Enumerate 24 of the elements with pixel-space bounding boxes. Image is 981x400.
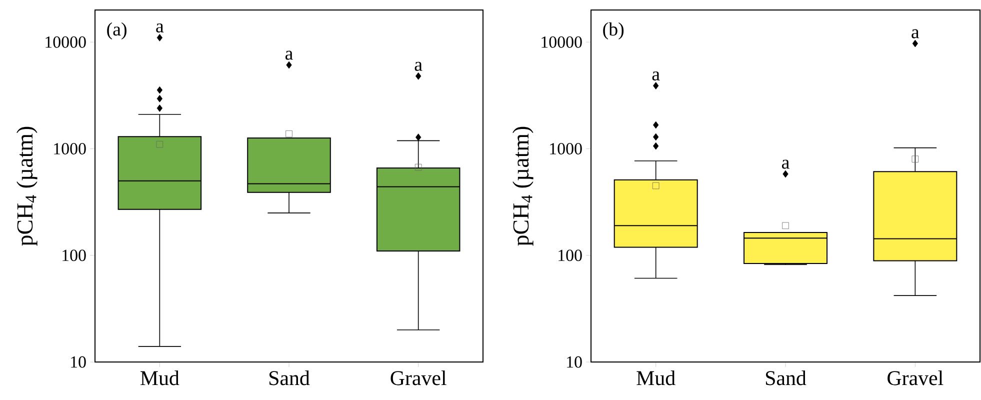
annotation: a <box>912 29 920 38</box>
x-tick-label: Sand <box>269 370 310 386</box>
x-tick-label: Gravel <box>888 370 944 386</box>
y-tick-label: 1000 <box>550 143 582 154</box>
x-tick-label: Mud <box>140 370 180 386</box>
annotation: (a) <box>107 22 126 40</box>
annotation: a <box>285 50 293 60</box>
y-axis-title: pCH$_{4}$ (µatm) <box>512 126 534 246</box>
annotation: a <box>652 71 660 81</box>
x-tick-label: Mud <box>636 370 676 386</box>
y-axis-title: pCH$_{4}$ (µatm) <box>16 126 38 246</box>
y-tick-label: 1000 <box>54 143 86 154</box>
annotation: a <box>782 160 790 169</box>
y-tick-label: 10 <box>567 356 582 368</box>
annotation: (b) <box>603 22 624 40</box>
y-tick-label: 10000 <box>542 36 582 48</box>
y-tick-label: 100 <box>62 250 86 262</box>
x-tick-label: Gravel <box>390 370 446 386</box>
y-tick-label: 100 <box>558 250 582 262</box>
annotation: a <box>156 23 164 32</box>
y-tick-label: 10000 <box>46 36 86 48</box>
y-tick-label: 10 <box>71 356 86 368</box>
x-tick-label: Sand <box>766 370 806 386</box>
annotation: a <box>414 62 422 71</box>
